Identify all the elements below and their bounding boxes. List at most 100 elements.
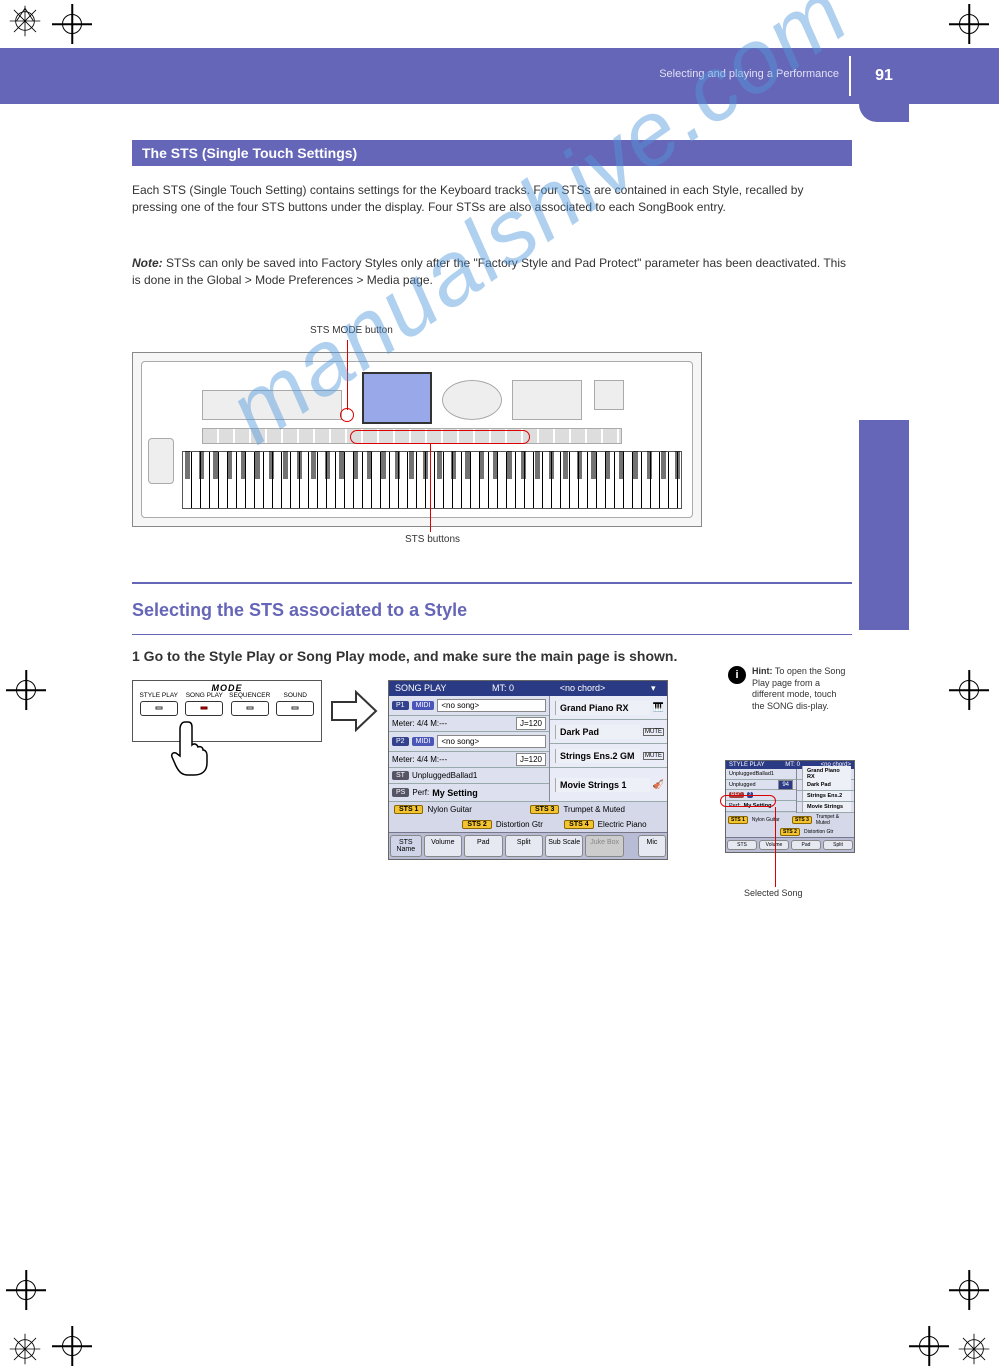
subsection-heading: Selecting the STS associated to a Style [132, 600, 852, 621]
sts-1-name: Nylon Guitar [427, 805, 526, 814]
mute-icon[interactable]: MUTE [643, 728, 664, 736]
tab-sub-scale[interactable]: Sub Scale [545, 835, 583, 857]
mode-button-style-play[interactable] [140, 701, 178, 716]
printer-mark-icon [8, 1332, 42, 1366]
small-tab-sts[interactable]: STS [727, 840, 757, 850]
song-play-screen: SONG PLAY MT: 0 <no chord> ▾ P1 MIDI <no… [388, 680, 668, 860]
small-tab-pad[interactable]: Pad [791, 840, 821, 850]
ply1-meter: Meter: 4/4 M:--- [392, 719, 513, 728]
sts-4-name: Electric Piano [598, 820, 662, 829]
arrow-right-icon [330, 690, 378, 732]
sts-1-button[interactable]: STS 1 [394, 805, 423, 814]
tab-sts-name[interactable]: STS Name [390, 835, 422, 857]
lcd-title-left: SONG PLAY [395, 683, 446, 694]
note-label: Note: [132, 256, 163, 270]
registration-mark-icon [52, 1326, 92, 1366]
registration-mark-icon [909, 1326, 949, 1366]
sound-upper1[interactable]: Grand Piano RX [555, 701, 650, 715]
mode-label-sequencer: SEQUENCER [228, 693, 272, 700]
small-tab-volume[interactable]: Volume [759, 840, 789, 850]
sts-4-button[interactable]: STS 4 [564, 820, 593, 829]
small-meter: Unplugged [729, 782, 775, 788]
mode-button-sequencer[interactable] [231, 701, 269, 716]
page-number: 91 [875, 67, 893, 85]
section-heading: The STS (Single Touch Settings) [132, 140, 852, 166]
sts-buttons-callout [350, 430, 530, 444]
perf-label: Perf: [412, 788, 429, 797]
selected-song-label: Selected Song [744, 888, 803, 898]
tab-volume[interactable]: Volume [424, 835, 462, 857]
small-title-left: STYLE PLAY [729, 762, 765, 768]
small-tab-split[interactable]: Split [823, 840, 853, 850]
ply2-song[interactable]: <no song> [437, 735, 546, 748]
mode-button-song-play[interactable] [185, 701, 223, 716]
sts-2-button[interactable]: STS 2 [462, 820, 491, 829]
lcd-title-mid: MT: 0 [492, 683, 514, 694]
header-section-label: Selecting and playing a Performance [659, 68, 839, 80]
sts-2-name: Distortion Gtr [496, 820, 560, 829]
intro-paragraph: Each STS (Single Touch Setting) contains… [132, 182, 852, 217]
midi-tag: MIDI [412, 737, 435, 746]
sts-3-name: Trumpet & Muted [563, 805, 662, 814]
small-tempo[interactable]: 94 [778, 780, 793, 790]
ply1-song[interactable]: <no song> [437, 699, 546, 712]
registration-mark-icon [949, 670, 989, 710]
tab-juke-box[interactable]: Juke Box [585, 835, 623, 857]
registration-mark-icon [949, 1270, 989, 1310]
sts-mode-button-label: STS MODE button [310, 325, 393, 336]
mute-icon[interactable]: MUTE [643, 752, 664, 760]
note-text: STSs can only be saved into Factory Styl… [132, 256, 846, 287]
st-tag: ST [392, 771, 409, 780]
sts-buttons-label: STS buttons [405, 534, 460, 545]
sound-upper2[interactable]: Dark Pad [555, 725, 640, 739]
small-sound2[interactable]: Dark Pad [802, 780, 851, 790]
callout-line [775, 807, 776, 887]
callout-line [430, 444, 431, 532]
page-header-bar: Selecting and playing a Performance 91 [0, 48, 999, 104]
small-sound4[interactable]: Movie Strings [802, 802, 851, 812]
perf-value[interactable]: My Setting [432, 788, 478, 798]
ps-tag: PS [392, 788, 409, 797]
sound-upper3[interactable]: Strings Ens.2 GM [555, 749, 640, 763]
instrument-icon: 🎹 [653, 702, 664, 713]
mode-buttons-panel: MODE STYLE PLAY SONG PLAY SEQUENCER SOUN… [132, 680, 322, 742]
midi-tag: MIDI [412, 701, 435, 710]
registration-mark-icon [6, 670, 46, 710]
mode-label-sound: SOUND [273, 693, 317, 700]
tab-split[interactable]: Split [505, 835, 543, 857]
ply2-tag: P2 [392, 737, 409, 746]
sound-lower[interactable]: Movie Strings 1 [555, 778, 650, 792]
registration-mark-icon [6, 1270, 46, 1310]
printer-mark-icon [957, 1332, 991, 1366]
small-title-mid: MT: 0 [785, 762, 800, 768]
finger-press-icon [170, 720, 212, 776]
ply2-tempo[interactable]: J=120 [516, 753, 546, 766]
ply1-tempo[interactable]: J=120 [516, 717, 546, 730]
registration-mark-icon [949, 4, 989, 44]
sts-3-button[interactable]: STS 3 [530, 805, 559, 814]
small-sts1[interactable]: STS 1 [728, 816, 748, 824]
ply2-meter: Meter: 4/4 M:--- [392, 755, 513, 764]
tab-mic[interactable]: Mic [638, 835, 666, 857]
selected-song-callout [720, 795, 776, 807]
hint-bullet-icon: i [728, 666, 746, 684]
tab-pad[interactable]: Pad [464, 835, 502, 857]
page-number-tab: 91 [859, 54, 909, 98]
mode-label-song-play: SONG PLAY [182, 693, 226, 700]
menu-icon[interactable]: ▾ [651, 683, 661, 694]
sts-mode-button-callout [340, 408, 354, 422]
divider-rule [132, 582, 852, 584]
small-style[interactable]: UnpluggedBallad1 [729, 771, 774, 777]
intro-note: Note: STSs can only be saved into Factor… [132, 255, 852, 290]
registration-mark-icon [52, 4, 92, 44]
instrument-icon: 🎻 [653, 779, 664, 790]
small-sound3[interactable]: Strings Ens.2 [802, 791, 851, 801]
small-sts3[interactable]: STS 3 [792, 816, 812, 824]
style-name[interactable]: UnpluggedBallad1 [412, 771, 477, 780]
step-1-text: 1 Go to the Style Play or Song Play mode… [132, 648, 692, 664]
small-sts2[interactable]: STS 2 [780, 828, 800, 836]
hint-text: Hint: To open the Song Play page from a … [752, 666, 847, 713]
mode-label-style-play: STYLE PLAY [137, 693, 181, 700]
mode-button-sound[interactable] [276, 701, 314, 716]
printer-mark-icon [8, 4, 42, 38]
